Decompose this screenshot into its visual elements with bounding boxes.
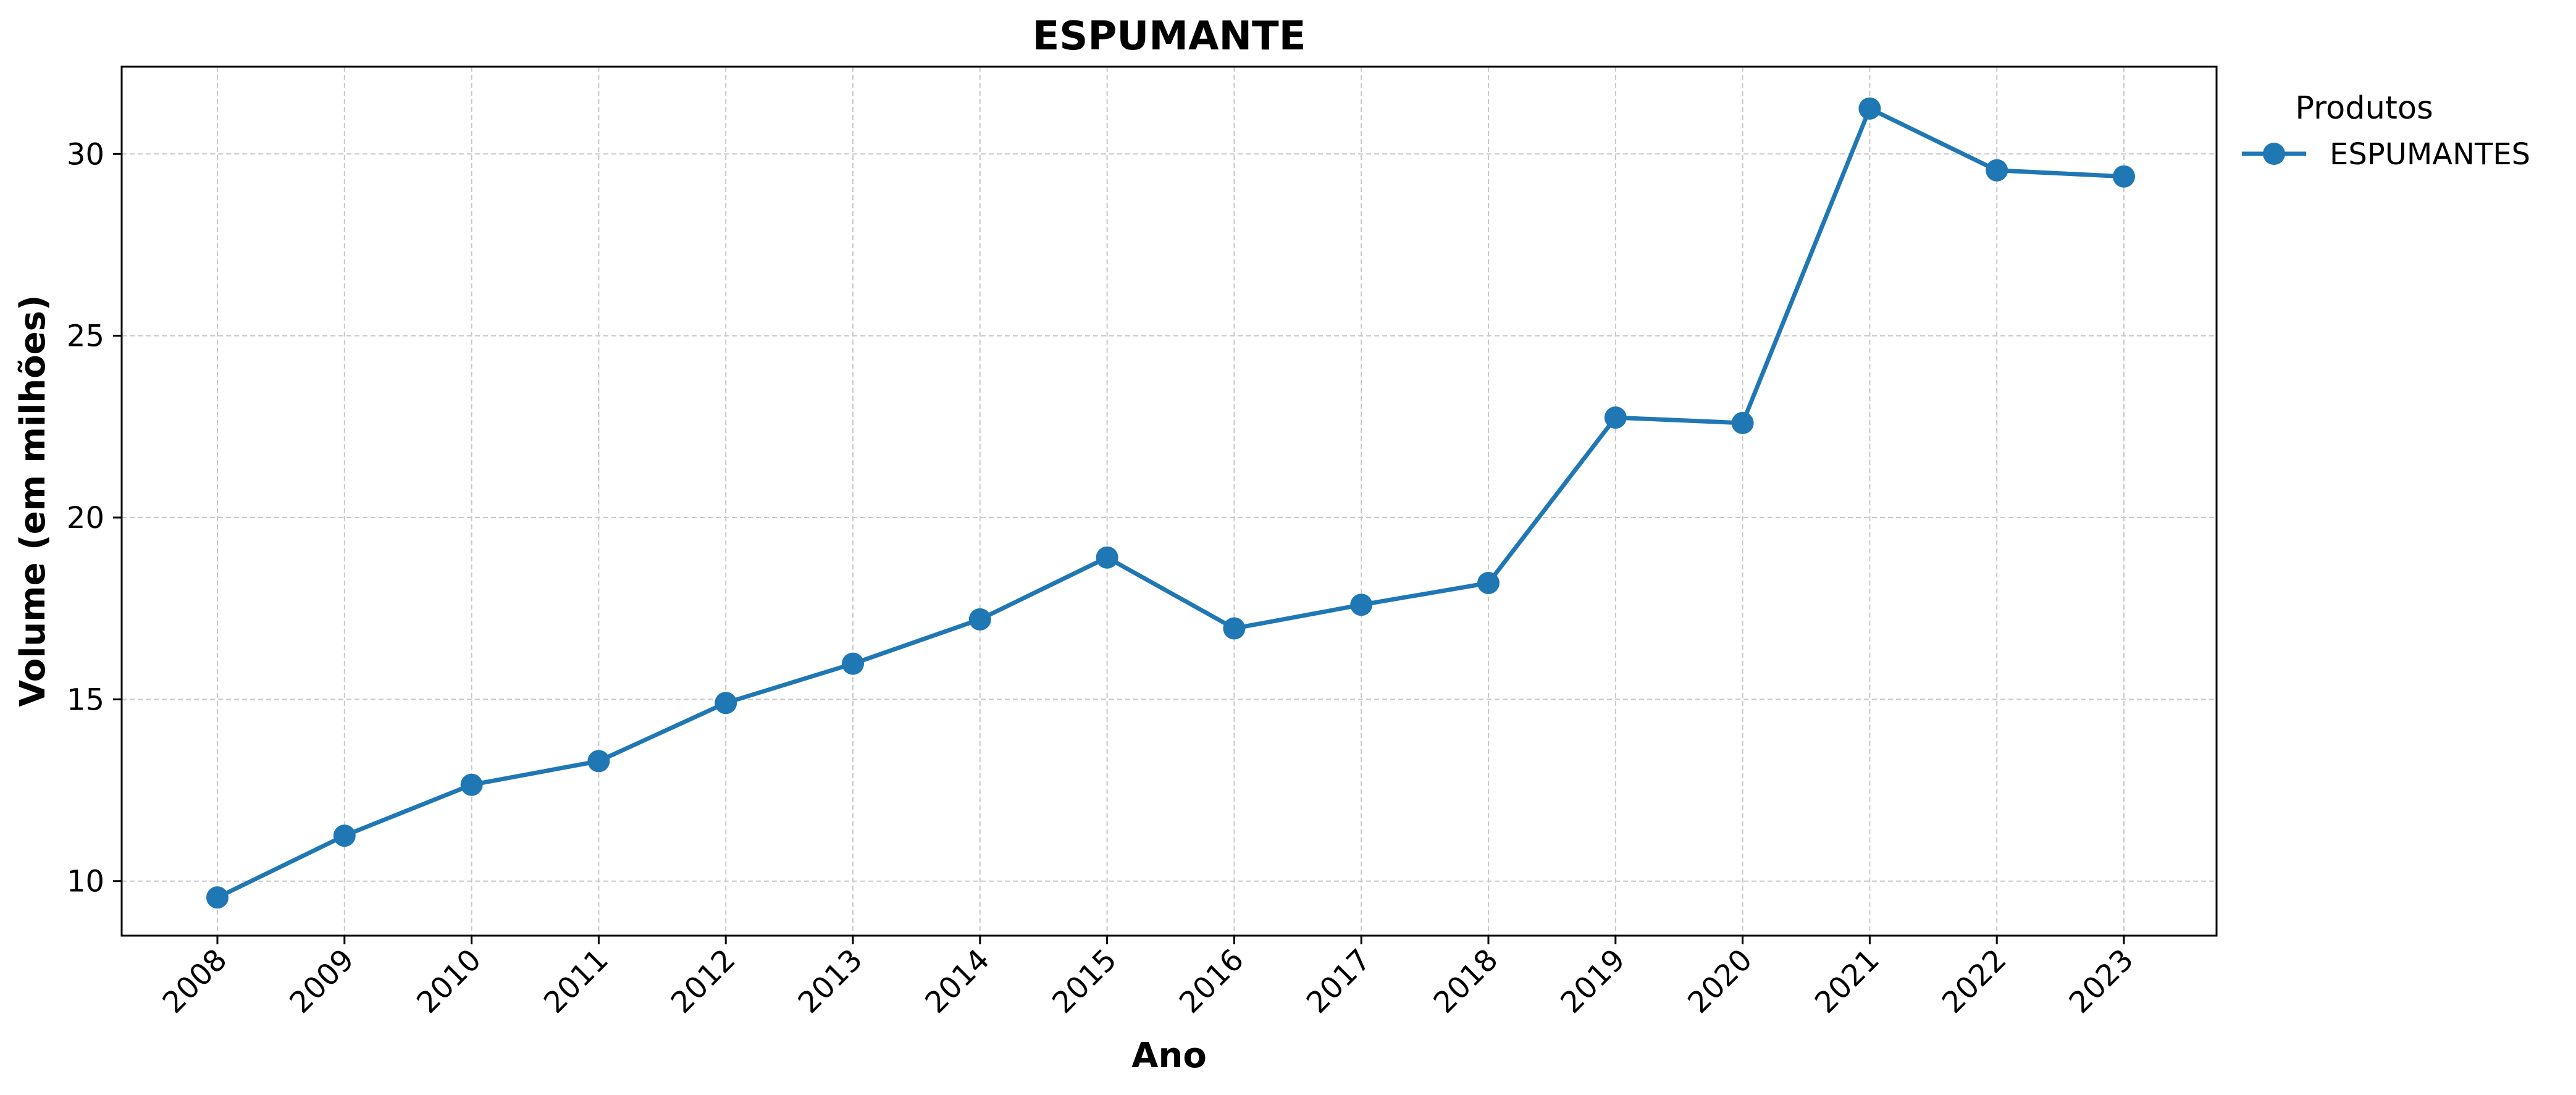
data-point <box>1477 571 1500 594</box>
data-point <box>968 608 991 631</box>
x-tick-label: 2009 <box>283 942 361 1020</box>
x-tick-label: 2021 <box>1808 942 1886 1020</box>
data-point <box>587 750 610 773</box>
y-axis-label: Volume (em milhões) <box>13 295 53 707</box>
data-point <box>1858 97 1881 120</box>
data-point <box>842 652 864 675</box>
data-point <box>1604 406 1627 429</box>
grid-lines <box>122 67 2217 936</box>
x-tick-label: 2018 <box>1427 942 1505 1020</box>
x-tick-label: 2022 <box>1936 942 2013 1020</box>
y-tick-label: 30 <box>67 137 104 172</box>
chart-title: ESPUMANTE <box>1033 14 1306 59</box>
legend: Produtos ESPUMANTES <box>2242 90 2530 172</box>
x-tick-label: 2011 <box>537 942 615 1020</box>
legend-marker <box>2263 143 2285 165</box>
x-tick-label: 2023 <box>2063 942 2141 1020</box>
data-point <box>1223 617 1246 640</box>
x-tick-label: 2010 <box>410 942 488 1020</box>
y-tick-label: 15 <box>67 682 104 717</box>
x-tick-label: 2019 <box>1554 942 1632 1020</box>
data-point <box>1731 411 1754 434</box>
y-tick-label: 25 <box>67 319 104 354</box>
plot-area-frame <box>120 65 2218 937</box>
data-point <box>206 886 229 909</box>
y-axis: 10 15 20 25 30 <box>67 137 122 899</box>
series-group <box>206 97 2135 909</box>
x-tick-label: 2013 <box>792 942 870 1020</box>
x-tick-label: 2012 <box>665 942 742 1020</box>
x-tick-label: 2015 <box>1046 942 1123 1020</box>
data-point <box>1096 546 1118 569</box>
data-point <box>1350 594 1373 616</box>
x-axis-label: Ano <box>1131 1036 1207 1076</box>
x-tick-label: 2016 <box>1173 942 1251 1020</box>
data-point <box>715 692 737 715</box>
series-line-espumantes <box>215 106 2126 900</box>
x-tick-label: 2020 <box>1681 942 1759 1020</box>
x-tick-label: 2017 <box>1300 942 1378 1020</box>
legend-label: ESPUMANTES <box>2330 137 2530 172</box>
legend-title: Produtos <box>2295 90 2433 127</box>
data-point <box>2113 165 2135 188</box>
data-point <box>1986 159 2008 182</box>
y-tick-label: 20 <box>67 501 104 535</box>
x-axis: 2008 2009 2010 2011 2012 2013 2014 2015 2016 2017… <box>156 936 2141 1020</box>
x-tick-label: 2008 <box>156 942 234 1020</box>
data-point <box>333 824 356 847</box>
x-tick-label: 2014 <box>918 942 996 1020</box>
data-point <box>460 773 483 796</box>
y-tick-label: 10 <box>67 865 104 899</box>
